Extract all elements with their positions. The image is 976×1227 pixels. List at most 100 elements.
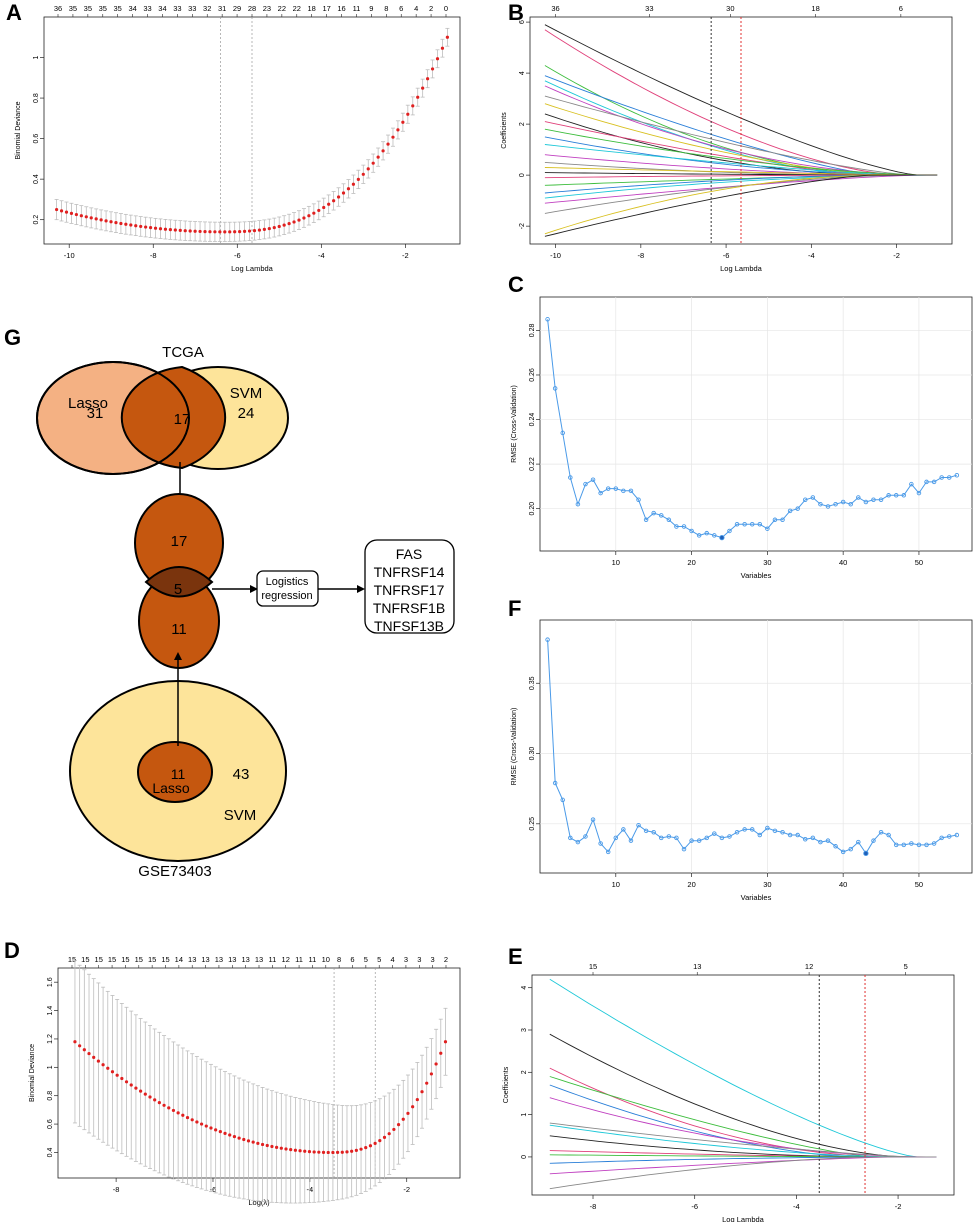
deviance-point [368, 1144, 373, 1148]
geo-svm-label: SVM [224, 807, 257, 824]
top-tick-label: 13 [188, 955, 196, 964]
top-tick-label: 15 [161, 955, 169, 964]
deviance-point [104, 219, 108, 223]
deviance-point [287, 222, 291, 226]
top-tick-label: 9 [369, 4, 373, 13]
rmse-point [810, 495, 816, 500]
y-tick-label: 2 [521, 1070, 528, 1074]
deviance-point [84, 215, 88, 219]
y-tick-label: 0.8 [33, 93, 40, 103]
deviance-point [386, 142, 390, 146]
rmse-point [947, 834, 952, 839]
geo-lasso-label: Lasso [152, 780, 190, 796]
deviance-point [376, 155, 380, 159]
deviance-point [59, 209, 64, 213]
rmse-point [613, 835, 619, 841]
rmse-point [666, 834, 672, 839]
deviance-point [415, 1097, 419, 1102]
deviance-point [246, 1139, 251, 1143]
deviance-point [421, 86, 425, 90]
y-axis-label: Binomial Deviance [29, 1044, 36, 1102]
rmse-point [605, 486, 611, 491]
rmse-point [583, 481, 588, 487]
deviance-point [282, 223, 286, 227]
top-tick-label: 36 [551, 4, 559, 13]
deviance-point [302, 216, 306, 220]
rmse-point [674, 835, 679, 841]
deviance-point [354, 1148, 358, 1152]
top-tick-label: 29 [233, 4, 241, 13]
deviance-point [181, 1113, 185, 1117]
deviance-point [199, 1122, 204, 1126]
top-tick-label: 13 [228, 955, 236, 964]
deviance-point [209, 1126, 213, 1130]
rmse-point [651, 510, 656, 516]
rmse-point [909, 481, 914, 487]
deviance-point [87, 1051, 91, 1056]
deviance-point [203, 229, 207, 234]
x-tick-label: 40 [839, 558, 847, 567]
deviance-point [134, 1086, 138, 1090]
rmse-point [659, 513, 664, 518]
rmse-series-line [547, 639, 957, 855]
deviance-point [178, 228, 182, 232]
deviance-point [381, 149, 385, 153]
deviance-point [242, 229, 247, 233]
deviance-point [396, 128, 400, 132]
deviance-point [168, 228, 172, 232]
deviance-point [233, 230, 237, 234]
rmse-series-line [547, 319, 957, 539]
deviance-point [429, 1072, 433, 1076]
deviance-point [336, 195, 341, 199]
rmse-point [666, 517, 672, 523]
rmse-point [840, 849, 846, 855]
rmse-point [931, 841, 937, 846]
rmse-point [643, 828, 649, 834]
rmse-point [765, 825, 770, 831]
top-tick-label: 6 [399, 4, 403, 13]
rmse-point [878, 829, 884, 835]
deviance-point [218, 1130, 222, 1134]
y-axis-label: Coefficients [503, 1066, 510, 1103]
y-tick-label: 0.22 [529, 457, 536, 471]
deviance-point [312, 1150, 316, 1154]
x-tick-label: -6 [691, 1202, 698, 1211]
top-tick-label: 18 [811, 4, 819, 13]
deviance-point [195, 1120, 199, 1124]
arrow-up-head [174, 652, 182, 660]
y-tick-label: 4 [519, 71, 526, 75]
top-tick-label: 35 [84, 4, 92, 13]
top-tick-label: 35 [99, 4, 107, 13]
deviance-point [406, 112, 410, 116]
top-tick-label: 3 [404, 955, 408, 964]
rmse-point [840, 499, 846, 505]
rmse-point [560, 797, 565, 803]
y-tick-label: 4 [521, 986, 528, 990]
top-tick-label: 22 [278, 4, 286, 13]
top-tick-label: 15 [68, 955, 76, 964]
rmse-point [704, 835, 709, 841]
rmse-point [878, 497, 884, 503]
rmse-point [749, 522, 755, 527]
rmse-point [719, 835, 725, 841]
logistic-label-2: regression [261, 590, 312, 602]
arrow-right-1-head [250, 585, 258, 593]
rmse-point [583, 834, 588, 839]
rmse-point [704, 530, 709, 536]
plot-frame [539, 296, 973, 552]
rmse-point [689, 838, 694, 843]
top-tick-label: 35 [69, 4, 77, 13]
top-tick-label: 6 [899, 4, 903, 13]
top-tick-label: 18 [308, 4, 316, 13]
deviance-point [214, 1128, 218, 1132]
rmse-point [772, 828, 778, 834]
rmse-point [598, 490, 603, 496]
rmse-point [621, 488, 626, 494]
rmse-point [772, 517, 778, 523]
top-tick-label: 15 [121, 955, 129, 964]
deviance-point [139, 1089, 143, 1093]
x-axis-label: Variables [741, 571, 772, 580]
deviance-point [188, 229, 192, 233]
top-tick-label: 5 [364, 955, 368, 964]
x-axis-label: Log Lambda [720, 264, 763, 273]
